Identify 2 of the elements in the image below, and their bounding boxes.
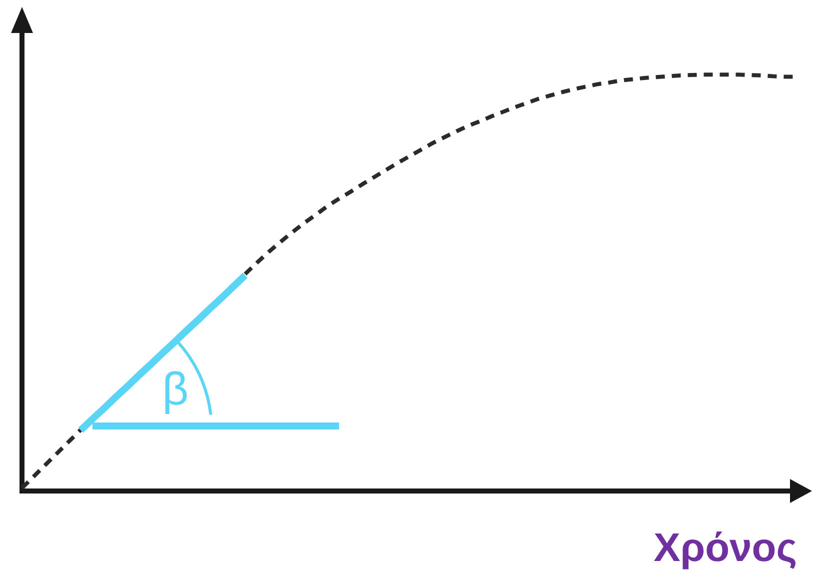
- annotation: β: [162, 362, 189, 414]
- x-axis-title: Χρόνος: [654, 526, 797, 570]
